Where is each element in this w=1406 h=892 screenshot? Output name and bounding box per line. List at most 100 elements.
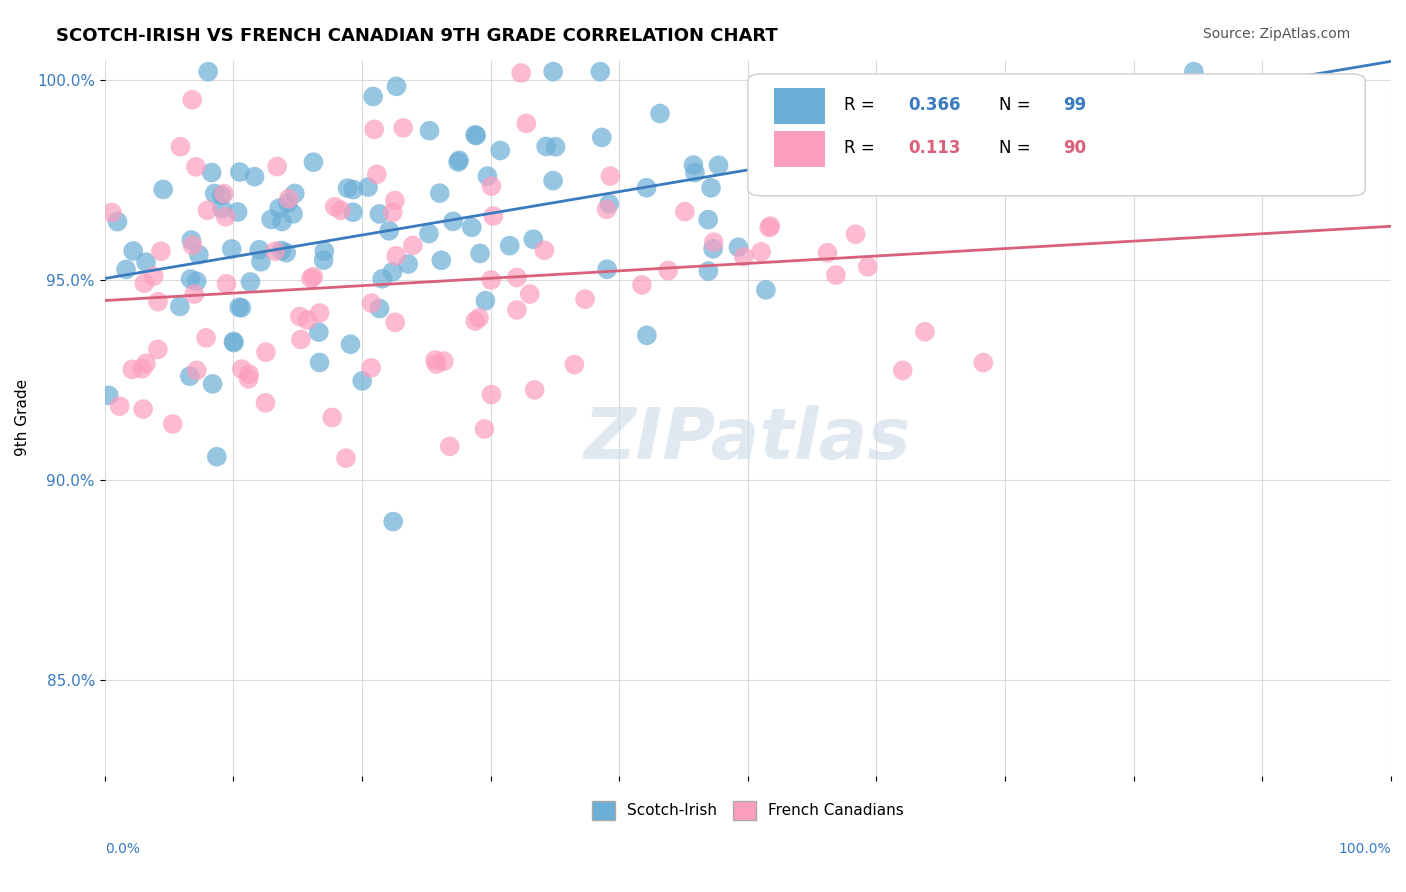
Point	[329, 203, 352, 218]
Point	[215, 277, 238, 291]
Point	[519, 287, 541, 301]
Point	[758, 220, 780, 235]
Point	[477, 169, 499, 184]
Text: 0.366: 0.366	[908, 95, 962, 114]
Point	[243, 169, 266, 184]
Point	[308, 355, 330, 369]
Point	[226, 205, 249, 219]
Point	[254, 345, 277, 359]
Point	[135, 255, 157, 269]
Point	[891, 363, 914, 377]
Point	[284, 186, 307, 201]
Point	[657, 263, 679, 277]
Point	[697, 212, 720, 227]
Point	[499, 238, 522, 252]
Point	[429, 186, 451, 201]
Text: ZIPatlas: ZIPatlas	[583, 405, 911, 474]
Point	[914, 325, 936, 339]
Text: 90: 90	[1063, 139, 1085, 157]
Point	[277, 196, 299, 211]
Point	[363, 122, 385, 136]
Point	[228, 301, 250, 315]
Point	[683, 165, 706, 179]
Point	[238, 372, 260, 386]
Point	[775, 158, 797, 172]
Point	[183, 287, 205, 301]
Point	[281, 207, 304, 221]
Point	[825, 268, 848, 282]
Point	[162, 417, 184, 431]
Point	[510, 66, 533, 80]
Point	[384, 194, 406, 208]
Point	[423, 353, 446, 368]
Point	[541, 173, 564, 187]
Point	[146, 294, 169, 309]
Point	[489, 144, 512, 158]
Point	[506, 270, 529, 285]
Point	[264, 244, 287, 259]
Text: 99: 99	[1063, 95, 1087, 114]
Point	[591, 130, 613, 145]
Point	[787, 127, 810, 141]
Text: N =: N =	[998, 139, 1031, 157]
Point	[212, 186, 235, 201]
Point	[449, 153, 471, 168]
Point	[382, 515, 405, 529]
Text: 0.0%: 0.0%	[104, 842, 139, 856]
Legend: Scotch-Irish, French Canadians: Scotch-Irish, French Canadians	[586, 795, 910, 826]
Point	[339, 337, 361, 351]
Point	[260, 212, 283, 227]
Point	[368, 301, 391, 316]
Text: R =: R =	[845, 95, 880, 114]
Point	[131, 361, 153, 376]
Point	[361, 89, 384, 103]
Point	[169, 299, 191, 313]
Point	[342, 205, 364, 219]
Point	[883, 78, 905, 92]
Point	[703, 235, 725, 249]
Point	[181, 93, 204, 107]
Point	[465, 128, 488, 143]
Point	[1182, 64, 1205, 78]
Point	[336, 181, 359, 195]
Point	[238, 367, 260, 381]
Point	[479, 273, 502, 287]
Text: 100.0%: 100.0%	[1339, 842, 1391, 856]
Point	[180, 272, 202, 286]
Point	[288, 310, 311, 324]
Point	[314, 244, 336, 259]
Point	[845, 227, 868, 242]
Point	[425, 357, 447, 371]
Point	[574, 292, 596, 306]
Point	[589, 64, 612, 78]
Point	[392, 120, 415, 135]
Point	[342, 183, 364, 197]
Point	[277, 192, 299, 206]
Point	[636, 328, 658, 343]
Point	[381, 265, 404, 279]
Point	[856, 260, 879, 274]
Point	[385, 79, 408, 94]
Point	[247, 243, 270, 257]
Point	[441, 214, 464, 228]
Point	[132, 402, 155, 417]
Point	[707, 158, 730, 172]
Point	[697, 264, 720, 278]
Point	[142, 269, 165, 284]
Point	[598, 197, 620, 211]
Point	[360, 296, 382, 310]
FancyBboxPatch shape	[773, 131, 825, 167]
Point	[186, 363, 208, 377]
Point	[152, 182, 174, 196]
Text: R =: R =	[845, 139, 886, 157]
Point	[384, 315, 406, 329]
Point	[101, 205, 124, 219]
Point	[636, 180, 658, 194]
Point	[648, 106, 671, 120]
Point	[366, 167, 388, 181]
Point	[195, 331, 218, 345]
Point	[418, 227, 440, 241]
Point	[972, 356, 994, 370]
Point	[544, 140, 567, 154]
Point	[270, 244, 292, 258]
